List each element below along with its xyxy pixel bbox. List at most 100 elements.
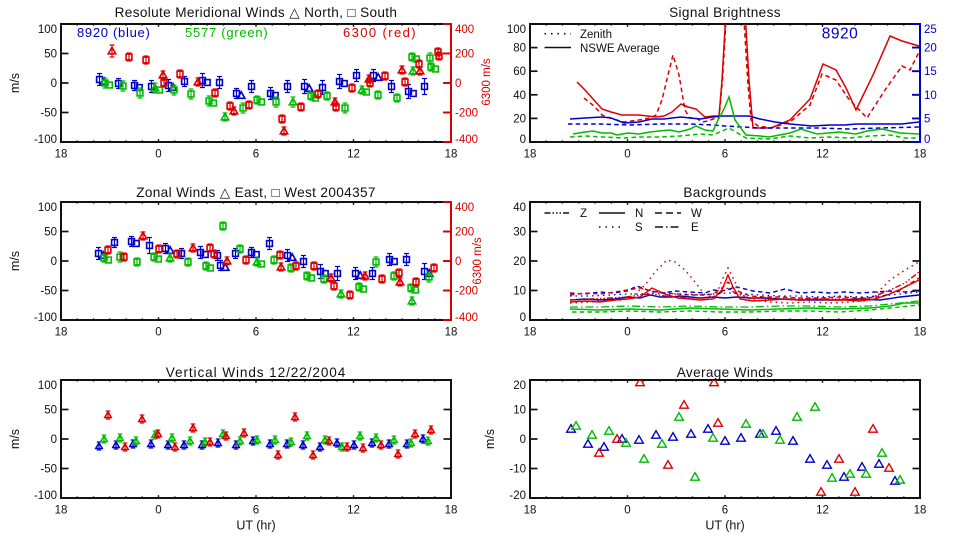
svg-text:18: 18 — [55, 327, 68, 339]
svg-text:-100: -100 — [34, 312, 57, 324]
svg-text:18: 18 — [914, 505, 927, 517]
svg-text:100: 100 — [38, 202, 57, 214]
svg-text:N: N — [635, 208, 643, 220]
svg-text:m/s: m/s — [8, 429, 22, 449]
svg-text:-10: -10 — [509, 464, 526, 476]
svg-text:6: 6 — [722, 149, 728, 161]
svg-text:200: 200 — [455, 49, 474, 61]
svg-text:25: 25 — [924, 24, 937, 36]
svg-text:6: 6 — [253, 505, 259, 517]
svg-text:12: 12 — [816, 149, 829, 161]
svg-text:80: 80 — [513, 43, 526, 55]
svg-text:0: 0 — [155, 327, 161, 339]
svg-text:6300 m/s: 6300 m/s — [481, 58, 493, 106]
svg-text:20: 20 — [513, 380, 526, 392]
svg-text:-100: -100 — [34, 490, 57, 502]
svg-text:0: 0 — [520, 134, 526, 146]
svg-text:40: 40 — [513, 90, 526, 102]
svg-text:-20: -20 — [509, 490, 526, 502]
svg-text:6300 m/s: 6300 m/s — [472, 237, 484, 285]
svg-text:0: 0 — [520, 312, 526, 324]
svg-text:60: 60 — [513, 66, 526, 78]
svg-text:6: 6 — [722, 505, 728, 517]
svg-text:Zenith: Zenith — [580, 29, 612, 41]
svg-text:Signal Brightness: Signal Brightness — [669, 5, 781, 20]
svg-text:5: 5 — [924, 113, 930, 125]
svg-text:0: 0 — [155, 149, 161, 161]
svg-text:50: 50 — [44, 49, 57, 61]
svg-text:-400: -400 — [455, 312, 478, 324]
svg-text:0: 0 — [624, 149, 630, 161]
svg-text:18: 18 — [445, 505, 458, 517]
svg-text:6: 6 — [253, 327, 259, 339]
svg-text:20: 20 — [513, 256, 526, 268]
svg-text:18: 18 — [914, 327, 927, 339]
svg-text:18: 18 — [55, 505, 68, 517]
svg-text:W: W — [691, 208, 702, 220]
svg-text:-400: -400 — [455, 134, 478, 146]
svg-text:Vertical Winds 12/22/2004: Vertical Winds 12/22/2004 — [166, 365, 346, 380]
svg-text:12: 12 — [347, 505, 360, 517]
svg-text:Zonal Winds △ East, □ West 200: Zonal Winds △ East, □ West 2004357 — [136, 185, 376, 200]
svg-text:S: S — [635, 222, 643, 234]
svg-text:50: 50 — [44, 405, 57, 417]
svg-text:UT (hr): UT (hr) — [236, 519, 275, 533]
svg-text:m/s: m/s — [483, 429, 497, 449]
svg-text:0: 0 — [520, 434, 526, 446]
svg-text:12: 12 — [347, 149, 360, 161]
svg-text:10: 10 — [513, 405, 526, 417]
svg-text:6: 6 — [253, 149, 259, 161]
svg-text:10: 10 — [924, 90, 937, 102]
svg-text:0: 0 — [51, 434, 57, 446]
svg-text:-50: -50 — [40, 108, 57, 120]
svg-text:0: 0 — [51, 256, 57, 268]
svg-text:0: 0 — [624, 327, 630, 339]
svg-text:30: 30 — [513, 227, 526, 239]
svg-text:18: 18 — [524, 505, 537, 517]
svg-text:100: 100 — [38, 380, 57, 392]
svg-text:-50: -50 — [40, 464, 57, 476]
svg-text:15: 15 — [924, 66, 937, 78]
svg-text:0: 0 — [455, 256, 461, 268]
svg-text:m/s: m/s — [8, 251, 22, 271]
svg-text:0: 0 — [455, 78, 461, 90]
svg-text:0: 0 — [624, 505, 630, 517]
svg-text:100: 100 — [38, 24, 57, 36]
svg-text:0: 0 — [924, 134, 930, 146]
svg-text:18: 18 — [55, 149, 68, 161]
svg-text:12: 12 — [347, 327, 360, 339]
svg-text:NSWE Average: NSWE Average — [580, 43, 660, 55]
svg-text:-100: -100 — [34, 134, 57, 146]
svg-text:Z: Z — [580, 208, 587, 220]
svg-text:Resolute Meridional Winds △ No: Resolute Meridional Winds △ North, □ Sou… — [115, 5, 398, 20]
svg-text:400: 400 — [455, 202, 474, 214]
svg-text:400: 400 — [455, 24, 474, 36]
svg-text:0: 0 — [155, 505, 161, 517]
svg-text:18: 18 — [524, 327, 537, 339]
svg-text:6300 (red): 6300 (red) — [343, 25, 417, 40]
svg-text:50: 50 — [44, 227, 57, 239]
svg-text:UT (hr): UT (hr) — [705, 519, 744, 533]
svg-text:m/s: m/s — [8, 73, 22, 93]
svg-text:18: 18 — [445, 327, 458, 339]
svg-text:8920: 8920 — [822, 26, 858, 43]
svg-text:100: 100 — [507, 24, 526, 36]
svg-text:Backgrounds: Backgrounds — [683, 185, 766, 200]
svg-text:12: 12 — [816, 327, 829, 339]
svg-text:18: 18 — [524, 149, 537, 161]
svg-text:20: 20 — [513, 113, 526, 125]
svg-text:-200: -200 — [455, 286, 478, 298]
svg-text:20: 20 — [924, 43, 937, 55]
svg-text:200: 200 — [455, 227, 474, 239]
svg-text:18: 18 — [445, 149, 458, 161]
svg-text:6: 6 — [722, 327, 728, 339]
svg-text:12: 12 — [816, 505, 829, 517]
svg-text:-50: -50 — [40, 286, 57, 298]
svg-text:8920 (blue): 8920 (blue) — [77, 25, 150, 40]
svg-text:E: E — [691, 222, 699, 234]
svg-text:-200: -200 — [455, 108, 478, 120]
svg-text:40: 40 — [513, 202, 526, 214]
svg-text:Average Winds: Average Winds — [677, 365, 773, 380]
svg-text:5577 (green): 5577 (green) — [185, 25, 268, 40]
svg-text:0: 0 — [51, 78, 57, 90]
